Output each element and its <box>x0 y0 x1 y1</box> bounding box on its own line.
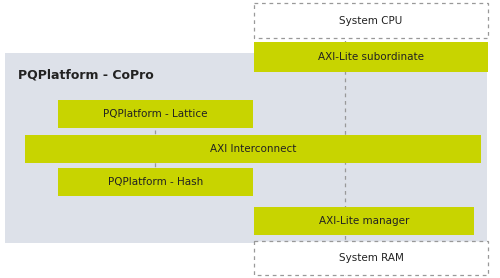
Bar <box>254 207 474 235</box>
Text: AXI-Lite subordinate: AXI-Lite subordinate <box>318 52 424 62</box>
Bar <box>58 168 253 196</box>
Text: PQPlatform - Lattice: PQPlatform - Lattice <box>104 109 208 119</box>
Bar <box>254 241 488 275</box>
Bar <box>25 135 481 163</box>
Text: System RAM: System RAM <box>338 253 404 263</box>
Text: AXI Interconnect: AXI Interconnect <box>210 144 296 154</box>
Bar <box>5 53 487 243</box>
Bar <box>254 42 488 72</box>
Text: AXI-Lite manager: AXI-Lite manager <box>319 216 409 226</box>
Text: PQPlatform - CoPro: PQPlatform - CoPro <box>18 68 154 81</box>
Bar <box>58 100 253 128</box>
Bar <box>254 3 488 38</box>
Text: PQPlatform - Hash: PQPlatform - Hash <box>108 177 203 187</box>
Text: System CPU: System CPU <box>340 16 402 26</box>
